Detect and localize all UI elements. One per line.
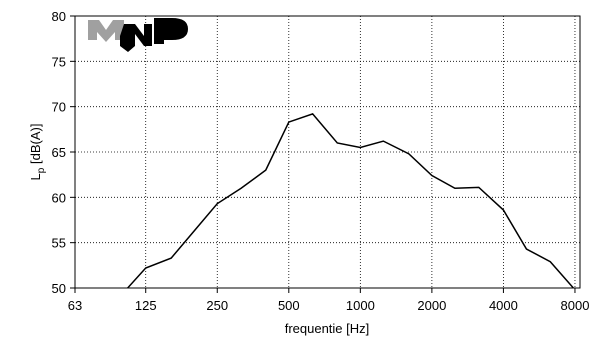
y-tick-label: 65 [52,145,66,160]
x-axis-label: frequentie [Hz] [285,321,370,336]
y-label-sub: p [36,167,47,173]
logo [88,18,188,52]
y-tick-label: 75 [52,54,66,69]
line [126,113,575,288]
y-tick-label: 70 [52,100,66,115]
y-axis-label: Lp [dB(A)] [28,124,47,181]
y-tick-label: 60 [52,190,66,205]
x-tick-label: 125 [135,298,157,313]
y-label-main: L [28,173,43,180]
y-label-rest: [dB(A)] [28,124,43,168]
x-tick-label: 2000 [417,298,446,313]
x-tick-label: 63 [68,298,82,313]
x-tick-label: 250 [206,298,228,313]
y-tick-label: 55 [52,236,66,251]
x-tick-label: 4000 [489,298,518,313]
x-tick-label: 500 [278,298,300,313]
x-tick-label: 1000 [346,298,375,313]
x-tick-label: 8000 [561,298,589,313]
y-tick-label: 80 [52,9,66,24]
y-tick-label: 50 [52,281,66,296]
